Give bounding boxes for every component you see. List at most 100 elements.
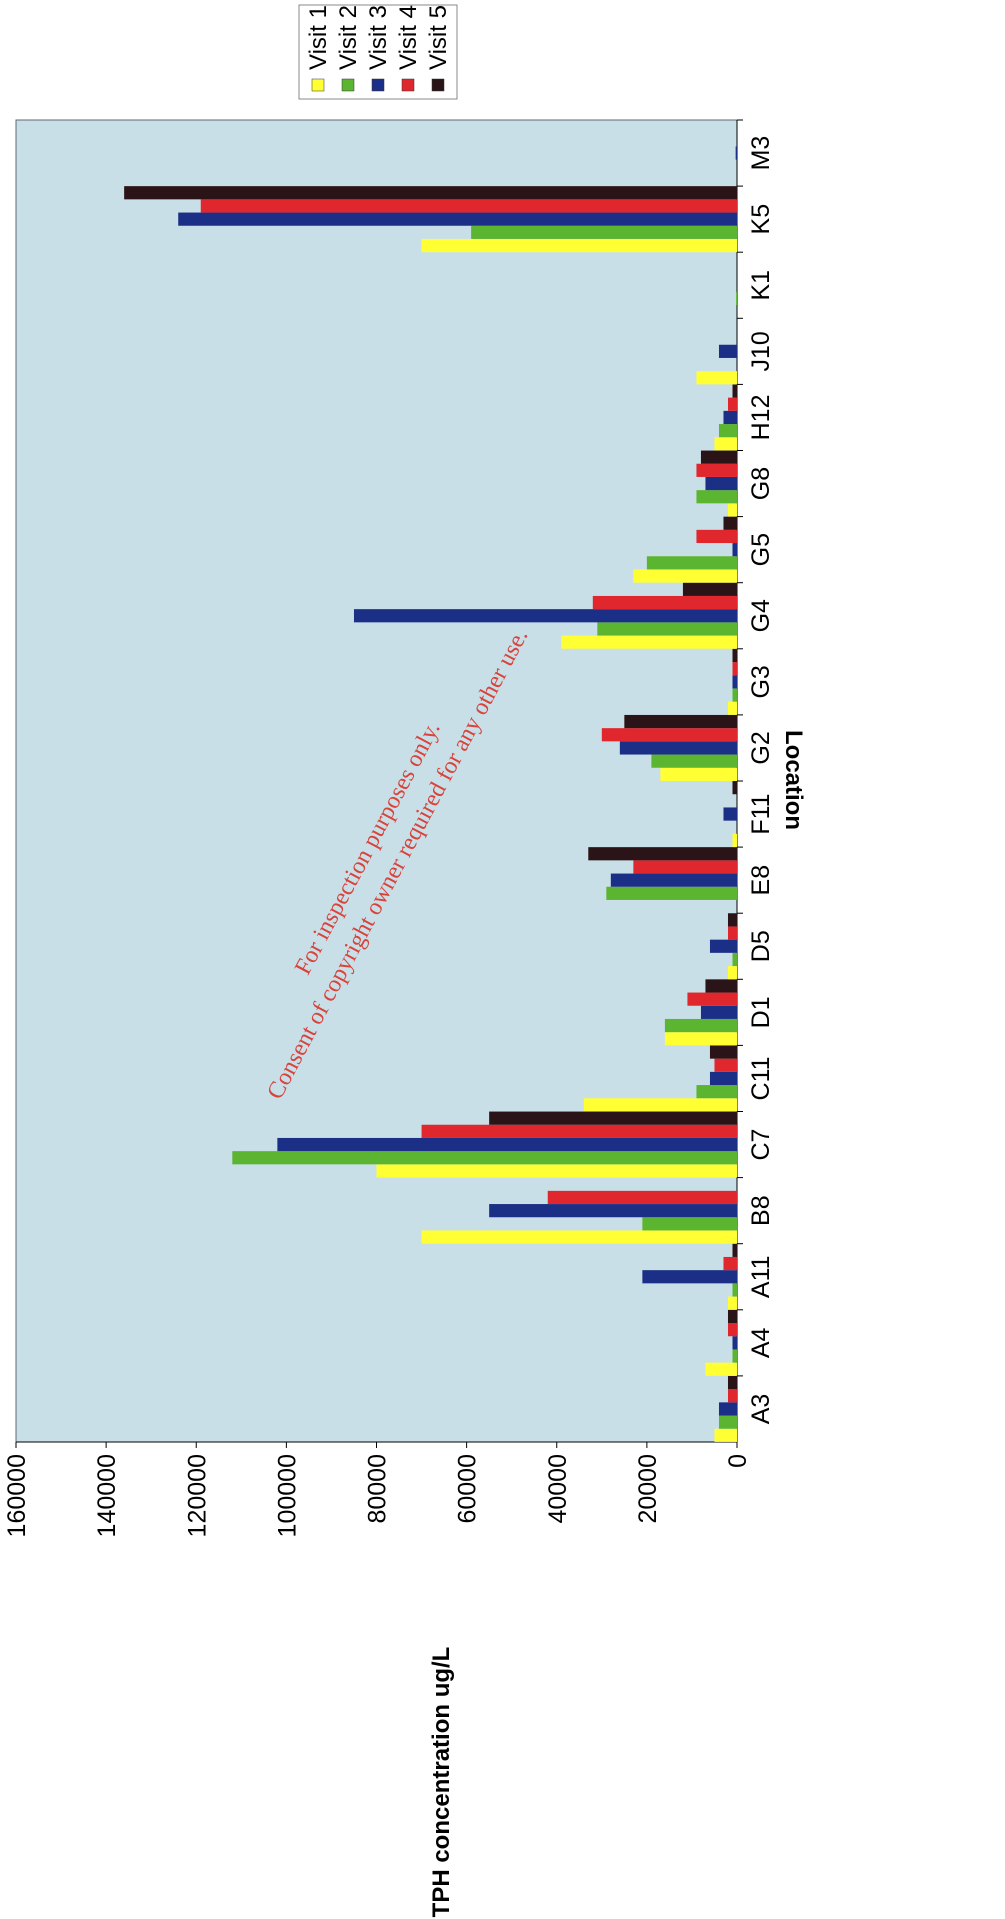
bar-h12-visit-1 — [714, 437, 737, 451]
bar-d5-visit-1 — [727, 966, 737, 980]
bar-a11-visit-1 — [727, 1296, 737, 1310]
legend-swatch-visit-2 — [341, 78, 355, 92]
bar-h12-visit-4 — [727, 397, 737, 411]
value-tick-label: 100000 — [273, 1454, 301, 1537]
bar-g4-visit-4 — [592, 595, 737, 610]
category-label-g2: G2 — [747, 731, 775, 764]
bar-c7-visit-1 — [376, 1164, 737, 1178]
bar-a11-visit-2 — [732, 1283, 737, 1297]
bar-g2-visit-3 — [619, 741, 737, 755]
bar-e8-visit-3 — [610, 873, 737, 887]
bar-a4-visit-3 — [732, 1336, 737, 1350]
bar-a4-visit-4 — [727, 1323, 737, 1337]
bar-d1-visit-2 — [664, 1018, 737, 1033]
bar-h12-visit-5 — [732, 384, 737, 398]
bar-g5-visit-1 — [633, 569, 737, 583]
bar-a4-visit-5 — [727, 1309, 737, 1324]
bar-m3-visit-3 — [735, 146, 737, 160]
bar-c7-visit-2 — [232, 1151, 738, 1165]
legend-swatch-visit-5 — [431, 78, 445, 92]
plot-area — [15, 119, 738, 1443]
category-label-b8: B8 — [747, 1195, 775, 1226]
bar-g3-visit-2 — [732, 688, 737, 702]
x-axis-title: Location — [780, 730, 807, 830]
bar-k5-visit-3 — [178, 212, 738, 226]
bar-b8-visit-3 — [489, 1204, 737, 1218]
bar-g4-visit-1 — [561, 635, 737, 649]
legend-label-visit-4: Visit 4 — [395, 5, 422, 70]
value-tick-label: 20000 — [634, 1454, 662, 1524]
bar-g8-visit-4 — [696, 463, 737, 477]
bar-d1-visit-3 — [700, 1005, 737, 1019]
bar-k5-visit-4 — [200, 199, 738, 213]
bar-d5-visit-5 — [727, 913, 737, 927]
bar-c11-visit-5 — [709, 1045, 737, 1059]
bar-c11-visit-1 — [583, 1098, 737, 1112]
category-label-c7: C7 — [747, 1129, 775, 1161]
bar-h12-visit-2 — [718, 424, 737, 438]
y-axis-title: TPH concentration ug/L — [428, 1647, 455, 1918]
bar-d5-visit-2 — [732, 952, 737, 967]
bar-c7-visit-4 — [421, 1124, 737, 1138]
bar-a11-visit-3 — [642, 1270, 737, 1284]
bar-a3-visit-5 — [727, 1375, 737, 1390]
legend-swatch-visit-4 — [401, 78, 415, 92]
bar-d1-visit-1 — [664, 1032, 737, 1046]
bar-g5-visit-3 — [732, 543, 737, 557]
value-tick-label: 160000 — [3, 1454, 31, 1537]
bar-g2-visit-1 — [660, 767, 737, 781]
bar-g2-visit-2 — [651, 754, 737, 768]
category-label-c11: C11 — [747, 1056, 775, 1100]
value-tick-label: 40000 — [544, 1454, 572, 1524]
category-label-m3: M3 — [747, 136, 775, 171]
bar-a11-visit-5 — [732, 1243, 737, 1257]
bar-g3-visit-3 — [732, 675, 737, 689]
bar-g8-visit-2 — [696, 490, 737, 504]
bar-k5-visit-2 — [471, 225, 737, 239]
bar-a3-visit-1 — [714, 1428, 737, 1442]
category-label-k5: K5 — [747, 204, 775, 235]
bar-f11-visit-1 — [732, 833, 737, 848]
legend-swatch-visit-3 — [371, 78, 385, 92]
bar-a3-visit-2 — [718, 1415, 737, 1429]
bar-c7-visit-5 — [489, 1111, 737, 1125]
value-tick-label: 120000 — [183, 1454, 211, 1537]
bar-a3-visit-3 — [718, 1402, 737, 1416]
bar-e8-visit-5 — [588, 847, 737, 861]
bar-g5-visit-4 — [696, 529, 737, 544]
bar-g5-visit-2 — [646, 556, 737, 570]
bar-f11-visit-3 — [723, 807, 737, 821]
bar-c11-visit-2 — [696, 1085, 737, 1099]
bar-g8-visit-1 — [727, 503, 737, 517]
category-label-a4: A4 — [747, 1327, 775, 1358]
category-ticks-group: A3 A4 A11 B8 C7 C11 D1 D5 E8 F11 G2 G3 G4 G5 G8 H12 J10 K… — [737, 119, 775, 1424]
category-label-g5: G5 — [747, 533, 775, 566]
bar-d1-visit-5 — [705, 979, 737, 993]
bar-b8-visit-1 — [421, 1230, 737, 1244]
bar-g5-visit-5 — [723, 516, 737, 530]
bar-a4-visit-1 — [705, 1362, 737, 1376]
category-label-g4: G4 — [747, 599, 775, 632]
bar-c11-visit-3 — [709, 1071, 737, 1086]
category-label-a11: A11 — [747, 1255, 775, 1298]
bar-c7-visit-3 — [277, 1137, 737, 1152]
category-label-h12: H12 — [747, 395, 775, 441]
bar-a11-visit-4 — [723, 1256, 737, 1271]
bar-j10-visit-1 — [696, 371, 737, 385]
legend-swatch-visit-1 — [311, 78, 325, 92]
bars-group — [124, 146, 738, 1442]
category-label-g3: G3 — [747, 665, 775, 698]
bar-g4-visit-5 — [682, 582, 737, 596]
value-tick-label: 80000 — [364, 1454, 392, 1524]
category-label-d5: D5 — [747, 930, 775, 962]
bar-h12-visit-3 — [723, 410, 737, 425]
bar-g3-visit-4 — [732, 662, 737, 676]
bar-g3-visit-1 — [727, 701, 737, 715]
value-tick-label: 140000 — [93, 1454, 121, 1537]
bar-g4-visit-3 — [353, 609, 737, 623]
bar-e8-visit-4 — [633, 860, 737, 874]
bar-g4-visit-2 — [597, 622, 737, 636]
bar-g2-visit-4 — [601, 728, 737, 742]
category-label-e8: E8 — [747, 865, 775, 896]
